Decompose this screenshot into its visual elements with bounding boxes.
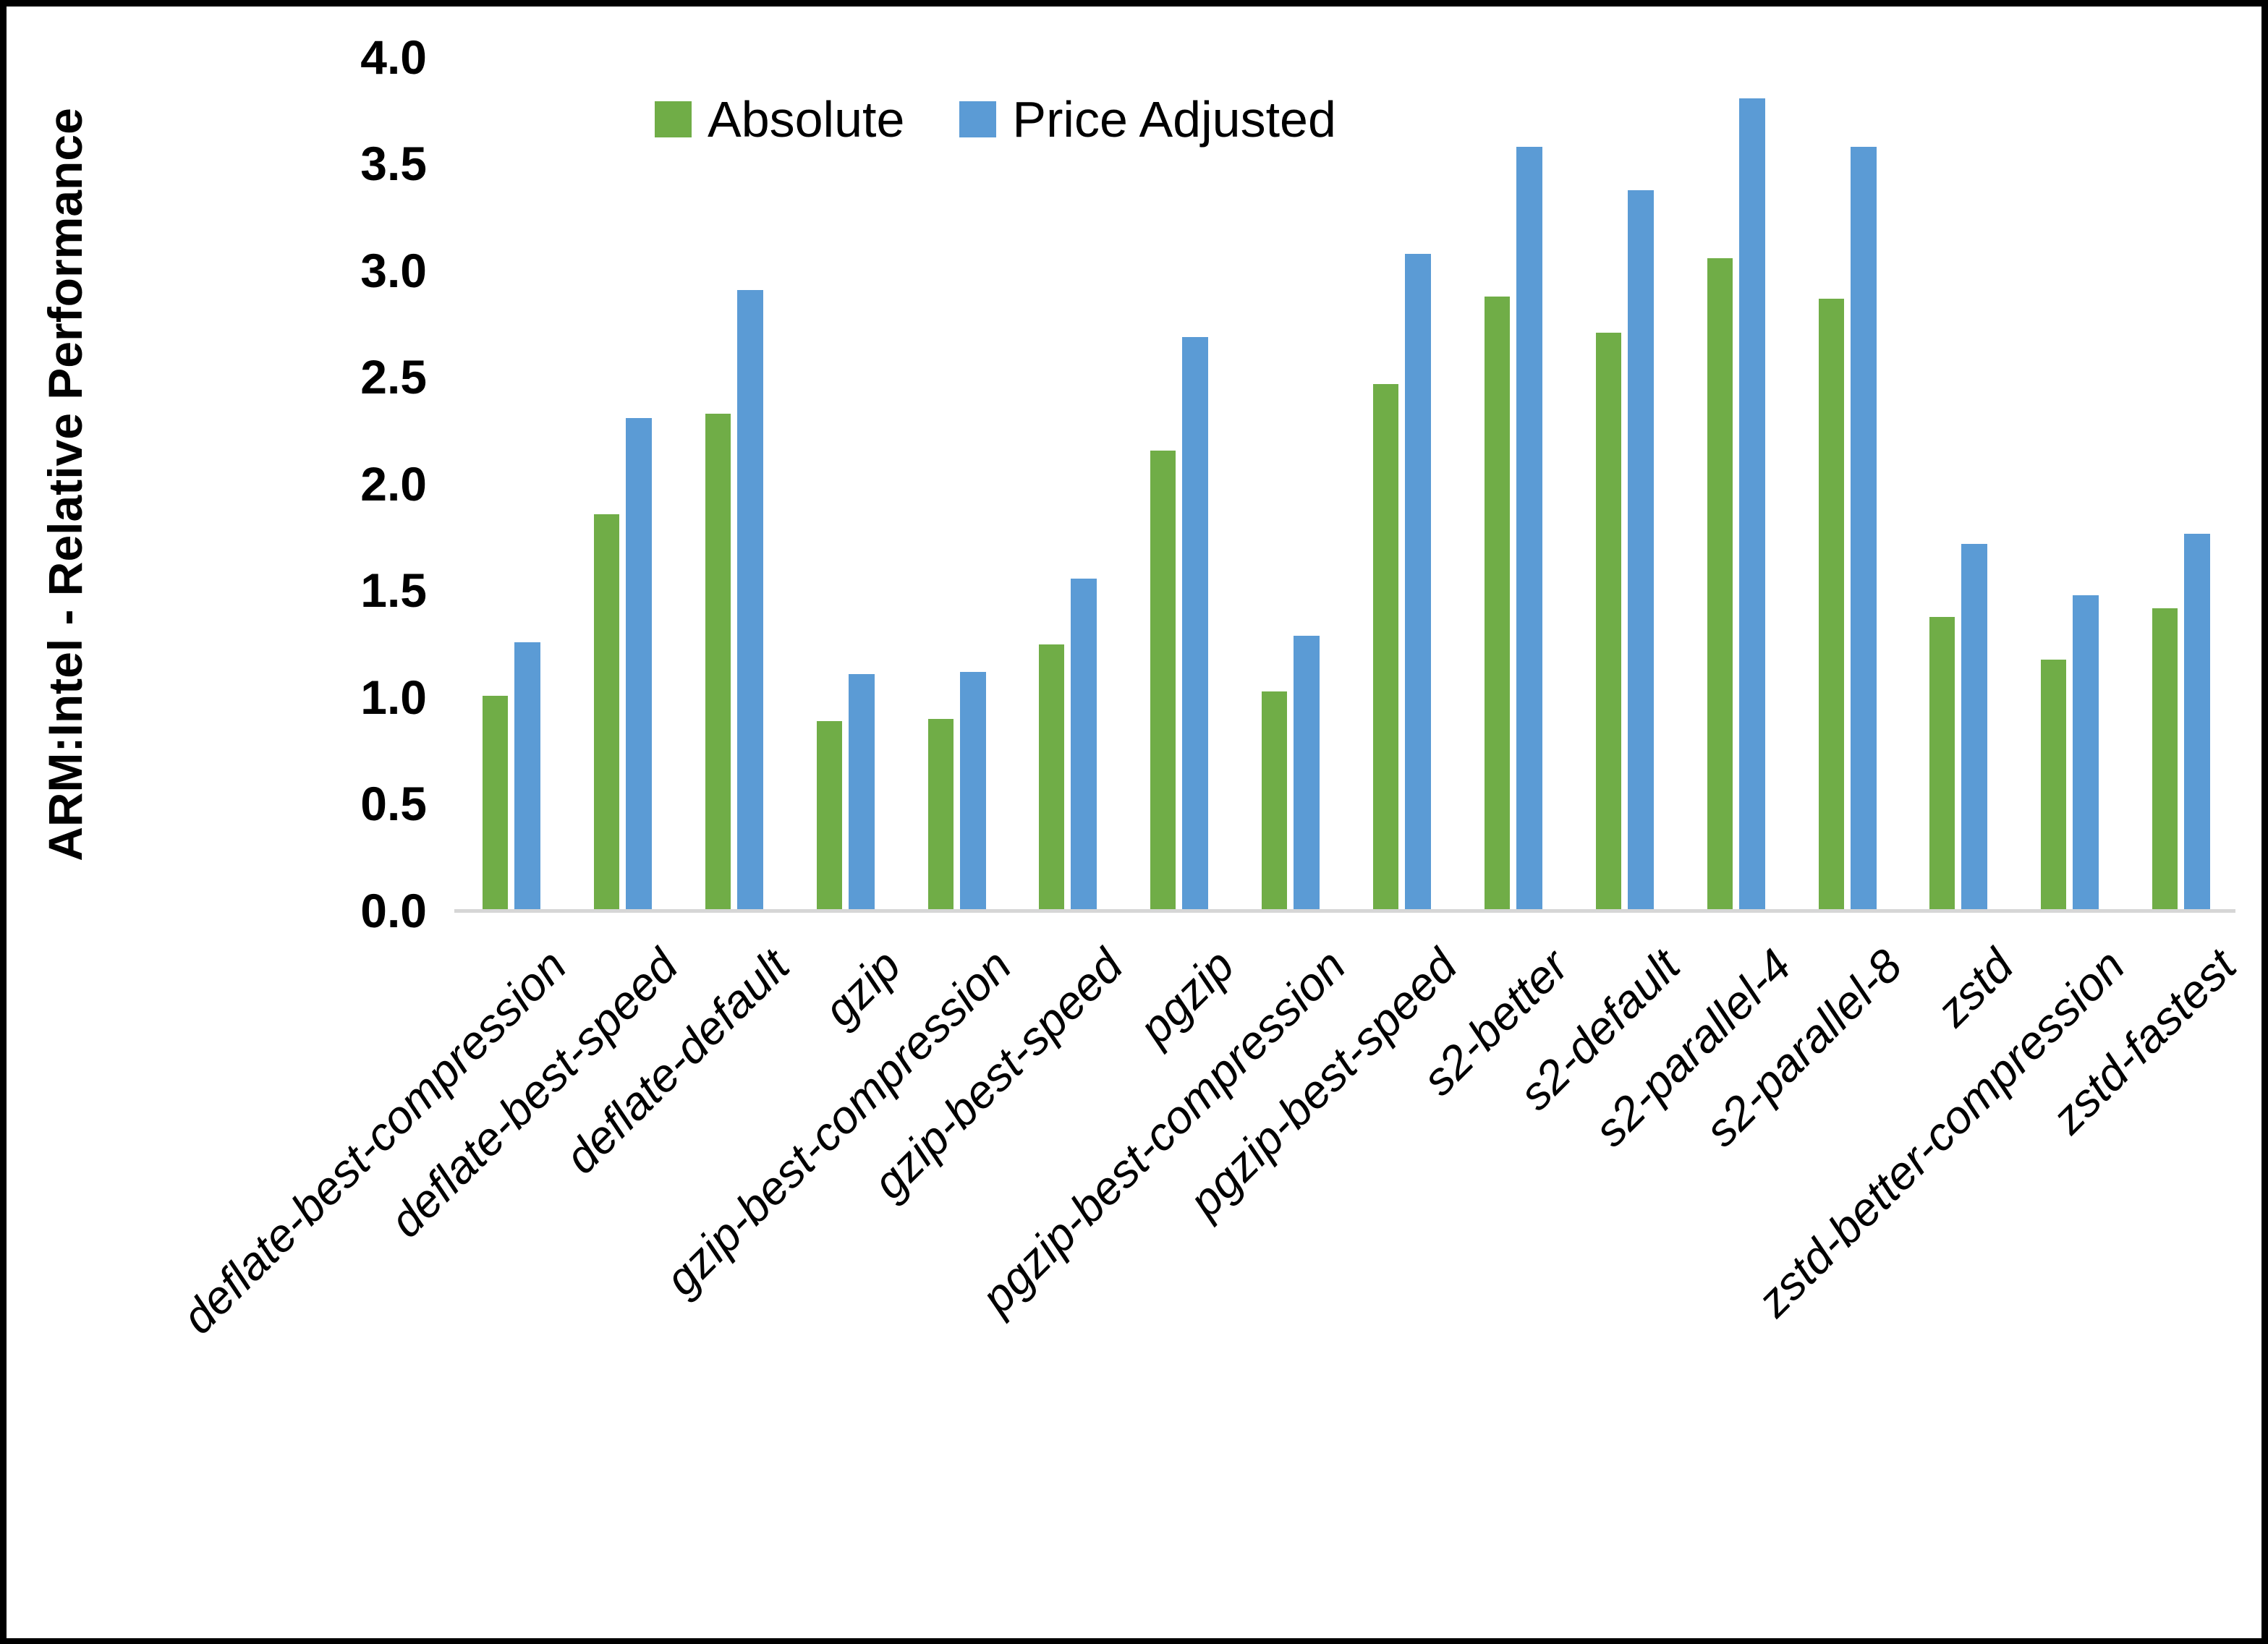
y-axis-title: ARM:Intel - Relative Performance: [14, 58, 116, 911]
y-axis-tick-label: 2.5: [360, 350, 427, 404]
bar-price-adjusted-zstd-better-compression: [2073, 595, 2099, 909]
bar-price-adjusted-s2-default: [1628, 190, 1654, 909]
legend-label: Price Adjusted: [1012, 91, 1336, 148]
bar-price-adjusted-gzip: [849, 674, 875, 909]
bar-absolute-deflate-default: [705, 414, 731, 909]
bar-absolute-deflate-best-speed: [594, 514, 619, 909]
frame-border-left: [0, 0, 7, 1644]
bar-price-adjusted-gzip-best-compression: [960, 672, 986, 909]
x-axis-line: [454, 909, 2235, 913]
bar-absolute-gzip-best-compression: [928, 719, 954, 909]
bar-absolute-zstd: [1929, 617, 1955, 909]
y-axis-tick-label: 3.5: [360, 137, 427, 191]
y-axis-tick-label: 0.0: [360, 884, 427, 937]
bar-absolute-s2-parallel-4: [1707, 258, 1733, 909]
y-axis-tick-label: 2.0: [360, 456, 427, 511]
y-axis-tick-label: 1.0: [360, 670, 427, 724]
y-axis-title-text: ARM:Intel - Relative Performance: [38, 108, 92, 861]
bar-absolute-pgzip-best-compression: [1262, 691, 1287, 909]
frame-border-right: [2261, 0, 2268, 1644]
legend-swatch-icon: [655, 101, 692, 137]
bar-absolute-s2-default: [1596, 333, 1621, 909]
frame-border-top: [0, 0, 2268, 7]
bar-price-adjusted-zstd: [1961, 544, 1987, 909]
bar-absolute-gzip-best-speed: [1039, 644, 1064, 909]
legend-swatch-icon: [959, 101, 997, 137]
y-axis-tick-label: 0.5: [360, 777, 427, 831]
bar-price-adjusted-deflate-best-compression: [514, 642, 540, 909]
legend-item-price-adjusted: Price Adjusted: [959, 90, 1336, 148]
bar-price-adjusted-pgzip: [1182, 337, 1208, 909]
bar-price-adjusted-s2-parallel-8: [1851, 147, 1877, 909]
bar-price-adjusted-pgzip-best-compression: [1294, 636, 1320, 909]
bar-price-adjusted-zstd-fastest: [2184, 534, 2210, 909]
bar-absolute-gzip: [817, 721, 842, 909]
y-axis-tick-label: 1.5: [360, 563, 427, 618]
bar-absolute-s2-better: [1485, 297, 1510, 909]
legend-label: Absolute: [708, 91, 905, 148]
bar-absolute-zstd-fastest: [2152, 608, 2178, 909]
bar-absolute-s2-parallel-8: [1819, 299, 1844, 909]
bar-absolute-pgzip: [1150, 451, 1176, 909]
bar-absolute-zstd-better-compression: [2041, 660, 2066, 909]
y-axis-tick-label: 4.0: [360, 30, 427, 84]
bar-absolute-deflate-best-compression: [483, 696, 508, 909]
bar-price-adjusted-deflate-best-speed: [626, 418, 652, 909]
bar-price-adjusted-s2-better: [1516, 147, 1542, 909]
bar-price-adjusted-deflate-default: [737, 290, 763, 909]
bar-absolute-pgzip-best-speed: [1373, 384, 1398, 909]
legend-item-absolute: Absolute: [655, 90, 904, 148]
bar-price-adjusted-pgzip-best-speed: [1405, 254, 1431, 909]
bar-price-adjusted-gzip-best-speed: [1071, 579, 1097, 909]
frame-border-bottom: [0, 1638, 2268, 1644]
y-axis-tick-label: 3.0: [360, 243, 427, 297]
chart-legend: Absolute Price Adjusted: [655, 90, 1336, 148]
bar-price-adjusted-s2-parallel-4: [1739, 98, 1765, 909]
